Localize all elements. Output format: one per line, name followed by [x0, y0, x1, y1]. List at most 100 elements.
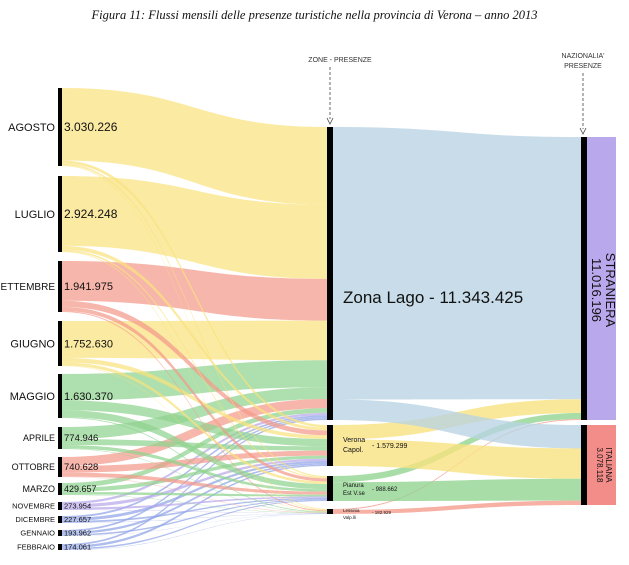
node-labels: ZONE - PRESENZE NAZIONALIA' PRESENZE AGO… [0, 53, 618, 552]
month-value-label: 193.962 [64, 529, 91, 538]
flow-link [62, 462, 327, 535]
flow-link [333, 500, 581, 514]
italiana-value: 3.078.118 [595, 448, 604, 484]
zona-lago-label: Zona Lago - 11.343.425 [343, 288, 523, 307]
month-value-label: 273.954 [64, 502, 91, 511]
month-value-label: 2.924.248 [64, 207, 118, 221]
flow-link [62, 450, 327, 473]
flow-link [62, 249, 327, 479]
month-value-label: 429.657 [64, 484, 97, 494]
month-value-label: 1.941.975 [64, 281, 113, 293]
month-value-label: 740.628 [64, 462, 98, 473]
month-node-bar [58, 427, 62, 449]
month-node-bar [58, 516, 62, 523]
month-name-label: DICEMBRE [15, 515, 55, 524]
zone-value-label: - 988.662 [372, 487, 398, 493]
straniera-value: 11.016.196 [589, 258, 604, 322]
zone-node-bar [327, 127, 333, 420]
flow-link [62, 448, 327, 513]
flow-link [62, 494, 327, 514]
zone-node-bar [327, 476, 333, 501]
flow-link [62, 497, 327, 523]
month-node-bar [58, 176, 62, 252]
flow-link [62, 496, 327, 510]
flow-link [333, 439, 581, 479]
flow-link [62, 362, 327, 484]
flow-links [62, 88, 581, 550]
month-name-label: AGOSTO [8, 122, 55, 134]
zone-name-line2: Est V.se [343, 491, 365, 497]
flow-link [62, 360, 327, 401]
flow-link [62, 415, 327, 518]
flow-link [62, 88, 327, 205]
flow-link [333, 478, 581, 501]
flow-link [62, 513, 327, 523]
flow-link [62, 464, 327, 549]
month-name-label: NOVEMBRE [12, 502, 55, 511]
month-value-label: 174.061 [64, 543, 91, 552]
zones-header: ZONE - PRESENZE [308, 57, 372, 64]
nationality-node-bar [581, 425, 587, 505]
flow-link [62, 357, 327, 439]
flow-link [62, 160, 327, 428]
header-arrow-head [579, 127, 587, 135]
flow-link [62, 513, 327, 550]
flow-link [62, 513, 327, 536]
italiana-name: ITALIANA [604, 448, 613, 484]
nationality-header-line1: NAZIONALIA' [562, 53, 605, 60]
month-node-bar [58, 502, 62, 510]
flow-link [62, 500, 327, 550]
straniera-name: STRANIERA [603, 253, 618, 328]
flow-link [62, 245, 327, 431]
month-name-label: MARZO [23, 484, 56, 494]
month-name-label: LUGLIO [15, 209, 56, 221]
flow-link [62, 365, 327, 512]
month-name-label: GENNAIO [20, 529, 55, 538]
header-arrow-head [326, 117, 334, 125]
flow-link [62, 165, 327, 510]
flow-link [62, 472, 327, 495]
flow-link [333, 399, 581, 449]
month-name-label: OTTOBRE [12, 462, 55, 472]
flow-link [62, 306, 327, 482]
zone-name-line1: Lessinia [343, 508, 360, 513]
zone-value-label: - 182.929 [372, 510, 392, 515]
month-value-label: 3.030.226 [64, 120, 118, 134]
zone-node-bar [327, 425, 333, 466]
zone-name-line2: Valp.lli [343, 515, 356, 520]
month-name-label: SETTEMBRE [0, 282, 55, 293]
flow-link [62, 261, 327, 321]
month-value-label: 774.946 [64, 433, 98, 444]
zone-node-bar [327, 509, 333, 514]
straniera-block [587, 137, 616, 420]
flow-link [62, 499, 327, 536]
flow-link [62, 455, 327, 492]
flow-link [62, 439, 327, 451]
month-node-bar [58, 321, 62, 366]
flow-link [62, 387, 327, 440]
month-name-label: MAGGIO [10, 391, 56, 403]
flow-link [62, 320, 327, 361]
flow-link [62, 310, 327, 512]
month-name-label: GIUGNO [10, 338, 55, 350]
month-node-bar [58, 374, 62, 418]
zone-name-line1: Pianura [343, 483, 364, 489]
zone-value-label: - 1.579.299 [372, 443, 408, 450]
flow-link [62, 445, 327, 492]
flow-link [62, 399, 327, 466]
month-name-label: APRILE [23, 433, 55, 443]
node-bars [58, 67, 616, 550]
month-node-bar [58, 483, 62, 495]
nationality-header-line2: PRESENZE [564, 63, 602, 70]
month-value-label: 1.752.630 [64, 338, 113, 350]
flow-link [62, 509, 327, 514]
flow-link [62, 410, 327, 490]
nationality-node-bar [581, 137, 587, 420]
flow-link [62, 300, 327, 436]
flow-link [62, 163, 327, 478]
month-name-label: FEBBRAIO [17, 543, 55, 552]
zone-name-line1: Verona [343, 437, 365, 444]
flow-link [333, 127, 581, 400]
month-node-bar [58, 261, 62, 312]
